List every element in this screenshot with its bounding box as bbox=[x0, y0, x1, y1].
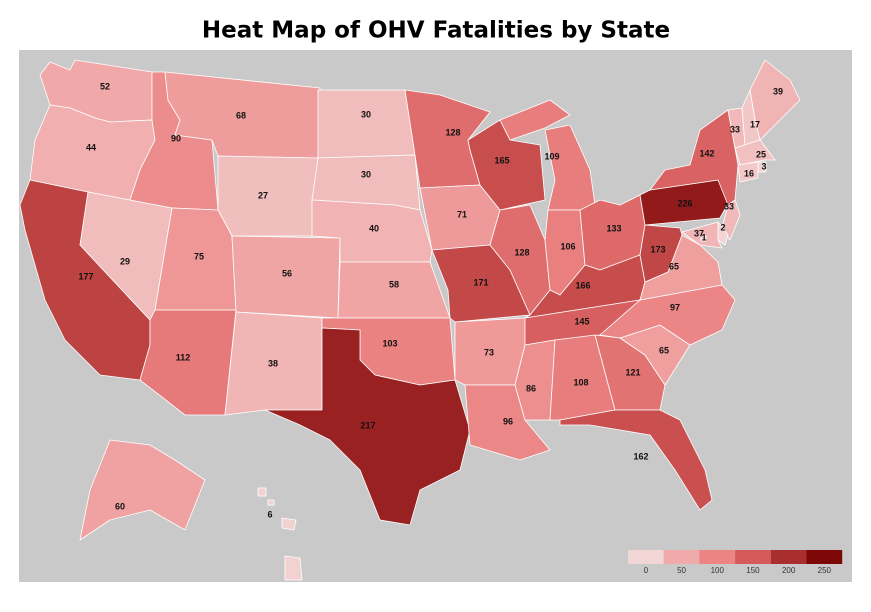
state-value: 37 bbox=[694, 228, 704, 238]
state-value: 25 bbox=[756, 149, 766, 159]
state-value: 96 bbox=[503, 416, 513, 426]
legend-label: 100 bbox=[711, 566, 725, 575]
state-value: 145 bbox=[574, 316, 589, 326]
state-value: 86 bbox=[526, 383, 536, 393]
state bbox=[639, 224, 683, 283]
state-value: 40 bbox=[369, 223, 379, 233]
state-value: 73 bbox=[484, 347, 494, 357]
state-value: 162 bbox=[633, 451, 648, 461]
map-title: Heat Map of OHV Fatalities by State bbox=[202, 18, 670, 44]
legend: 0 50 100 150 200 250 bbox=[628, 550, 843, 575]
legend-swatch bbox=[735, 550, 771, 564]
state-labels: 5244177299068277511256383030405810321712… bbox=[78, 81, 783, 519]
legend-label: 50 bbox=[677, 566, 686, 575]
state bbox=[681, 221, 723, 249]
state-value: 226 bbox=[677, 198, 692, 208]
state-value: 3 bbox=[761, 161, 766, 171]
state-value: 58 bbox=[389, 279, 399, 289]
state-value: 6 bbox=[267, 509, 272, 519]
legend-swatch bbox=[770, 550, 807, 564]
state bbox=[514, 339, 556, 421]
legend-label: 0 bbox=[644, 566, 649, 575]
state-value: 52 bbox=[100, 81, 110, 91]
state-value: 173 bbox=[650, 244, 665, 254]
state-value: 33 bbox=[724, 201, 734, 211]
state bbox=[337, 261, 451, 319]
state bbox=[264, 327, 471, 526]
state-value: 33 bbox=[730, 124, 740, 134]
state-value: 109 bbox=[544, 151, 559, 161]
state-value: 103 bbox=[382, 338, 397, 348]
legend-swatch bbox=[628, 550, 664, 564]
state-value: 56 bbox=[282, 268, 292, 278]
state bbox=[257, 487, 303, 581]
legend-swatch bbox=[806, 550, 843, 564]
state-value: 29 bbox=[120, 256, 130, 266]
legend-label: 250 bbox=[818, 566, 832, 575]
state-value: 133 bbox=[606, 223, 621, 233]
state-value: 60 bbox=[115, 501, 125, 511]
state-value: 71 bbox=[457, 209, 467, 219]
state-value: 38 bbox=[268, 358, 278, 368]
state bbox=[79, 439, 206, 541]
legend-label: 150 bbox=[746, 566, 760, 575]
state-value: 30 bbox=[361, 109, 371, 119]
legend-label: 200 bbox=[782, 566, 796, 575]
state bbox=[317, 89, 416, 159]
state-value: 97 bbox=[670, 302, 680, 312]
legend-swatch bbox=[699, 550, 736, 564]
state-value: 217 bbox=[360, 420, 375, 430]
state-value: 1 bbox=[701, 232, 706, 242]
state-value: 68 bbox=[236, 110, 246, 120]
state bbox=[700, 235, 707, 242]
state bbox=[737, 161, 759, 183]
state-value: 166 bbox=[575, 280, 590, 290]
state-value: 39 bbox=[773, 86, 783, 96]
state-value: 108 bbox=[573, 377, 588, 387]
state-value: 65 bbox=[669, 261, 679, 271]
state-value: 65 bbox=[659, 345, 669, 355]
state bbox=[559, 409, 713, 511]
state-value: 27 bbox=[258, 190, 268, 200]
state-value: 171 bbox=[473, 277, 488, 287]
state-value: 2 bbox=[720, 222, 725, 232]
state-value: 165 bbox=[494, 155, 509, 165]
state-value: 121 bbox=[625, 367, 640, 377]
state-value: 16 bbox=[744, 168, 754, 178]
state-value: 128 bbox=[445, 127, 460, 137]
state bbox=[734, 139, 776, 166]
states bbox=[19, 59, 801, 581]
state bbox=[721, 199, 741, 241]
state-value: 177 bbox=[78, 271, 93, 281]
state bbox=[741, 89, 761, 146]
state bbox=[217, 155, 319, 237]
state-value: 75 bbox=[194, 251, 204, 261]
state-value: 90 bbox=[171, 133, 181, 143]
state-value: 17 bbox=[750, 119, 760, 129]
state-value: 112 bbox=[176, 352, 191, 362]
state-value: 128 bbox=[514, 247, 529, 257]
state-value: 30 bbox=[361, 169, 371, 179]
state-value: 142 bbox=[699, 148, 714, 158]
state-value: 106 bbox=[560, 241, 575, 251]
state-value: 44 bbox=[86, 142, 96, 152]
legend-swatch bbox=[663, 550, 700, 564]
